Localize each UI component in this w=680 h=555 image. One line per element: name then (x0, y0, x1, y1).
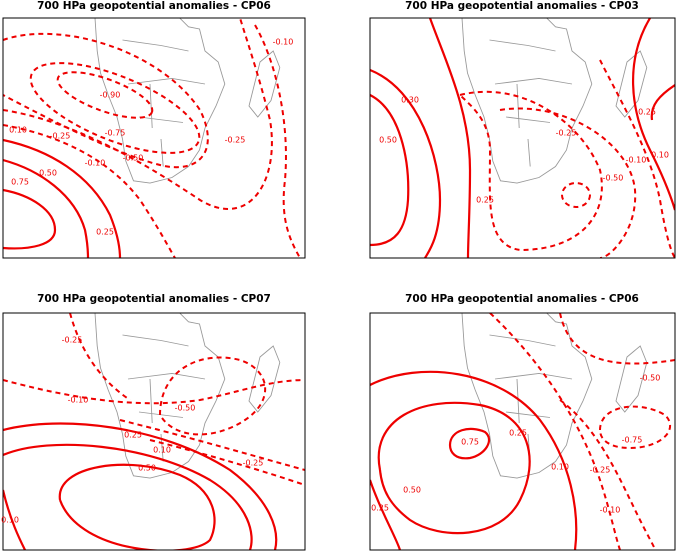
contour (650, 84, 675, 121)
contour-label: -0.25 (225, 136, 246, 145)
contour (559, 313, 675, 365)
contour-label: -0.10 (85, 159, 106, 168)
map-frame (369, 312, 676, 551)
contour-label: -0.25 (556, 129, 577, 138)
panel-title: 700 HPa geopotential anomalies - CP06 (37, 0, 271, 12)
contour (3, 32, 209, 169)
contour-label: -0.10 (273, 38, 294, 47)
coastline (94, 313, 281, 479)
contour (448, 427, 491, 460)
contour-label: -0.10 (626, 156, 647, 165)
contour-label: 0.75 (461, 438, 479, 447)
contour-label: -0.25 (590, 466, 611, 475)
contour-label: -0.25 (62, 336, 83, 345)
contour-label: 0.75 (11, 178, 29, 187)
map-panel: 700 HPa geopotential anomalies - CP06 -0… (2, 0, 306, 259)
contour (254, 24, 301, 258)
contour-label: -0.10 (68, 396, 89, 405)
contour-label: 0.50 (379, 136, 397, 145)
contour (69, 313, 131, 401)
contour-label: -0.50 (175, 404, 196, 413)
contour (499, 107, 637, 258)
contour-label: 0.25 (96, 228, 114, 237)
contour-label: 0.50 (403, 486, 421, 495)
contour (3, 379, 305, 405)
contour-label: -0.90 (100, 91, 121, 100)
contour-label: -0.10 (600, 506, 621, 515)
contour-label: 0.10 (651, 151, 669, 160)
contour (3, 443, 253, 550)
contour-label: -0.75 (622, 436, 643, 445)
contour-label: -0.75 (105, 129, 126, 138)
contour (632, 18, 675, 211)
contour (459, 90, 603, 252)
map-frame (2, 312, 306, 551)
contour (377, 401, 531, 535)
contour (370, 370, 578, 550)
contour (3, 158, 90, 258)
panel-title: 700 HPa geopotential anomalies - CP03 (405, 0, 639, 12)
contour-label: -0.50 (123, 154, 144, 163)
contour (370, 68, 442, 258)
contour-label: 0.25 (638, 108, 656, 117)
contour (159, 356, 266, 436)
contour-label: 0.50 (138, 464, 156, 473)
map-panel: 700 HPa geopotential anomalies - CP06 -0… (369, 293, 676, 551)
contour (3, 18, 273, 210)
contour (3, 489, 26, 550)
contour-label: 0.10 (1, 516, 19, 525)
contour (599, 405, 672, 450)
contour (29, 62, 201, 154)
contour-label: 0.50 (39, 169, 57, 178)
contour-label: 0.10 (9, 126, 27, 135)
contour (3, 138, 122, 258)
contour-label: -0.50 (640, 374, 661, 383)
contour-label: 0.25 (371, 504, 389, 513)
map-panel: 700 HPa geopotential anomalies - CP07 -0… (1, 293, 306, 551)
contour (119, 419, 305, 471)
map-panel: 700 HPa geopotential anomalies - CP03 0.… (369, 0, 676, 259)
contour-label: 0.10 (551, 463, 569, 472)
contour (3, 422, 278, 550)
panel-title: 700 HPa geopotential anomalies - CP07 (37, 293, 271, 305)
contour-label: 0.10 (153, 446, 171, 455)
contour (370, 479, 402, 550)
contour-label: -0.25 (50, 132, 71, 141)
map-frame (369, 17, 676, 259)
coastline (461, 313, 648, 479)
contour (58, 463, 216, 550)
map-frame (2, 17, 306, 259)
contour (428, 18, 472, 258)
contour (56, 71, 154, 119)
contour-label: 0.25 (509, 429, 527, 438)
contour (370, 94, 410, 247)
contour-label: -0.50 (603, 174, 624, 183)
contour-label: 0.25 (124, 431, 142, 440)
contour (3, 124, 176, 258)
contour (149, 439, 305, 486)
contour-label: -0.25 (243, 459, 264, 468)
panel-title: 700 HPa geopotential anomalies - CP06 (405, 293, 639, 305)
contour (561, 182, 591, 208)
contour (559, 399, 656, 550)
contour-label: 0.30 (401, 96, 419, 105)
contour-label: 0.25 (476, 196, 494, 205)
contour (3, 188, 57, 250)
